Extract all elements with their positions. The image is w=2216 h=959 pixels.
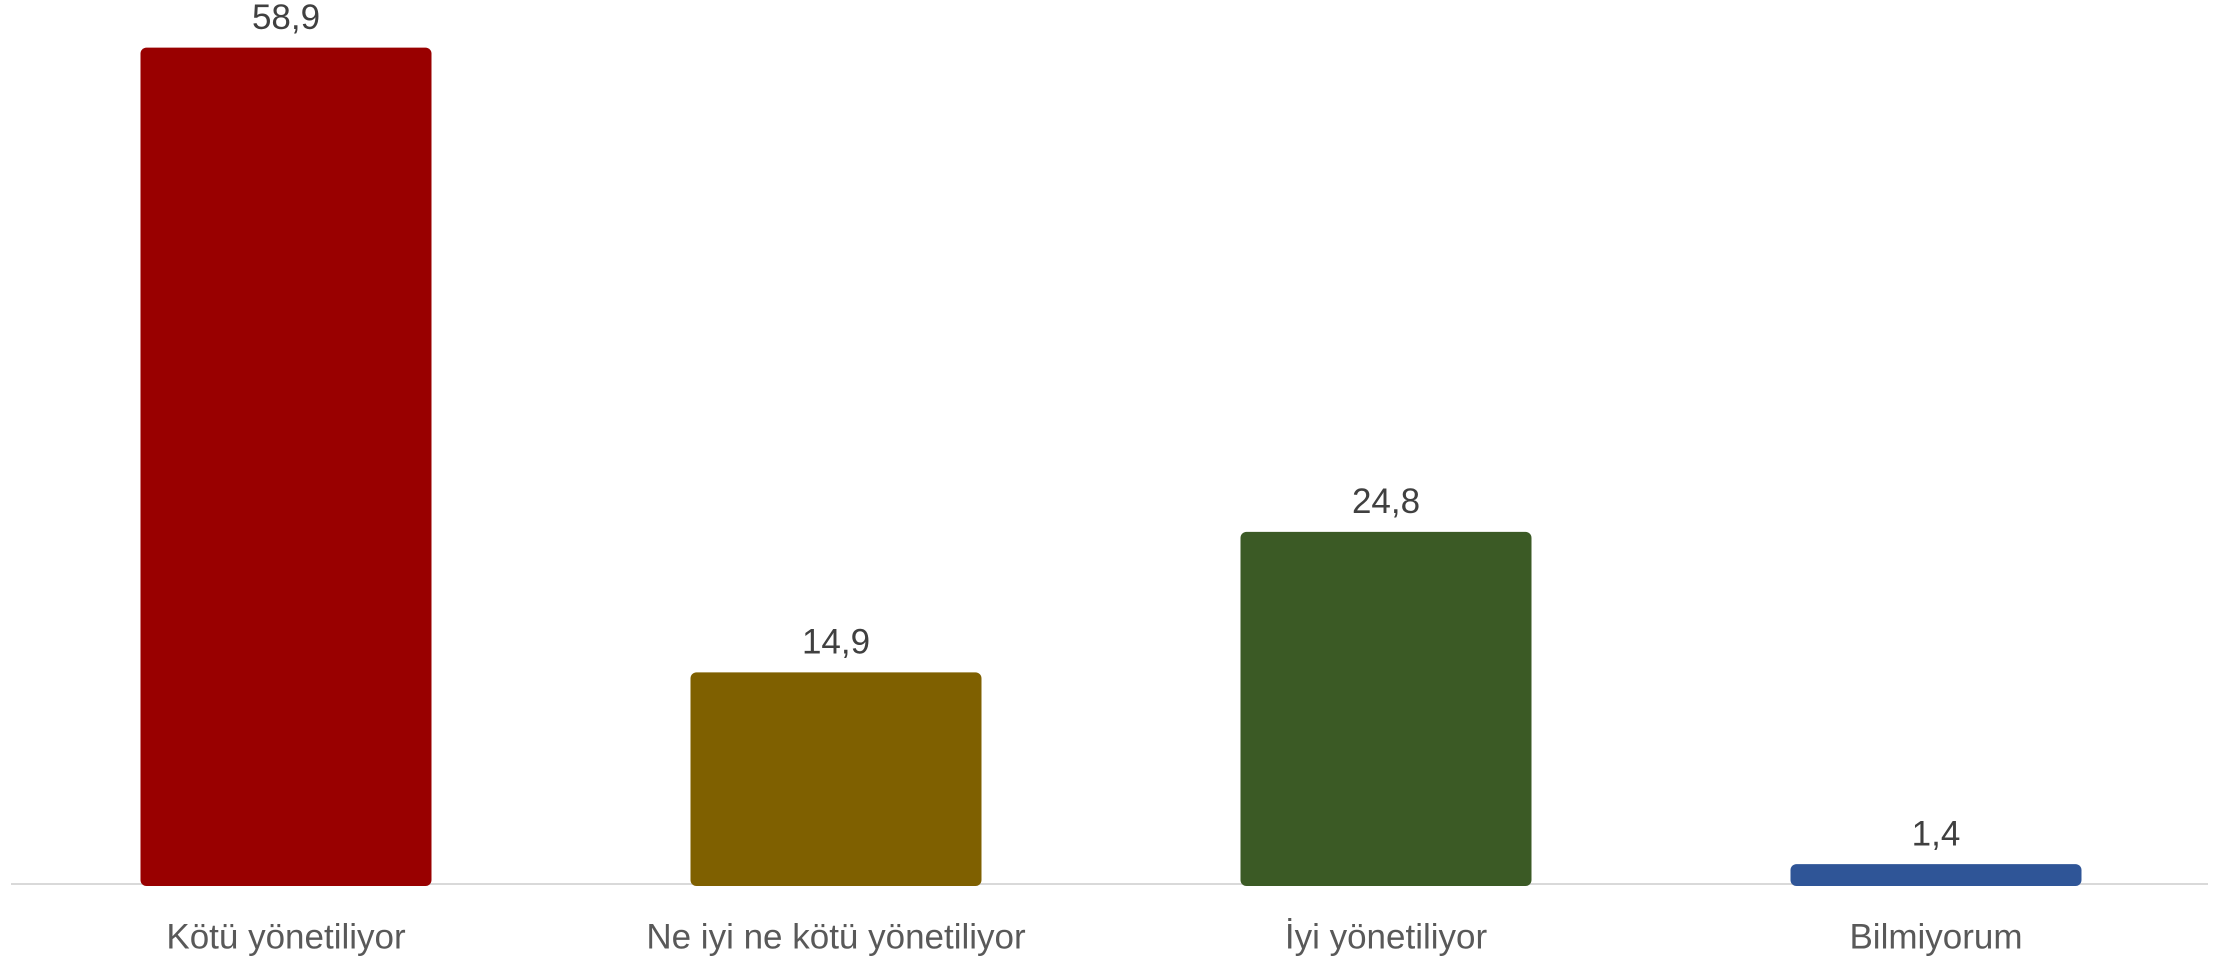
- bar: [140, 47, 432, 887]
- bar: [690, 672, 982, 886]
- x-tick-label: İyi yönetiliyor: [1285, 917, 1488, 956]
- x-tick-label: Bilmiyorum: [1849, 917, 2022, 956]
- value-label: 14,9: [802, 623, 870, 662]
- bar: [1240, 531, 1532, 886]
- value-label: 58,9: [252, 0, 320, 37]
- bar: [1790, 864, 2082, 886]
- value-label: 1,4: [1912, 814, 1961, 853]
- value-label: 24,8: [1352, 482, 1420, 521]
- x-tick-label: Kötü yönetiliyor: [166, 917, 406, 956]
- x-tick-label: Ne iyi ne kötü yönetiliyor: [646, 917, 1026, 956]
